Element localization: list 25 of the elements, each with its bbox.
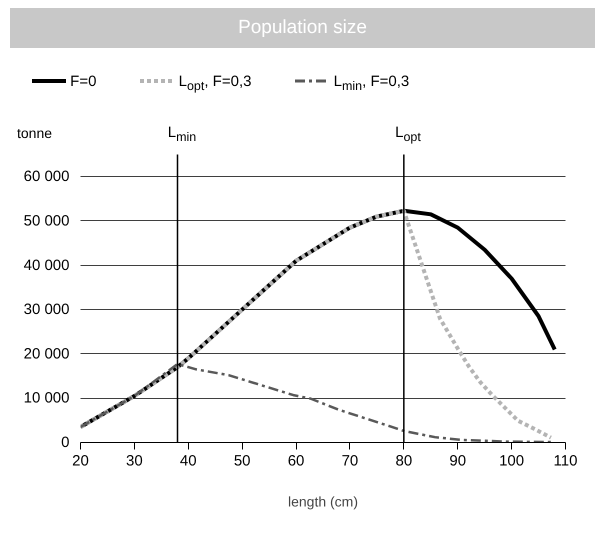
y-tick-label: 30 000	[24, 301, 70, 318]
y-tick-label: 50 000	[24, 212, 70, 230]
x-tick-label: 30	[126, 452, 143, 470]
x-tick-label: 90	[449, 452, 466, 470]
x-tick-label: 70	[342, 452, 358, 470]
ref-line-label: L$_{min}$	[168, 123, 196, 146]
legend-label: F=0	[69, 72, 96, 92]
x-tick-label: 60	[288, 452, 304, 470]
y-tick-label: 20 000	[24, 345, 70, 362]
y-tick-label: 10 000	[24, 390, 70, 407]
line-series	[80, 362, 552, 442]
x-tick-label: 20	[72, 452, 89, 470]
y-tick-label: 0	[61, 434, 70, 451]
x-tick-label: 80	[395, 452, 412, 470]
ref-line-label: L$_{opt}$	[395, 123, 421, 146]
x-tick-label: 110	[554, 452, 578, 470]
x-tick-label: 40	[180, 452, 197, 470]
x-axis-title: length (cm)	[288, 494, 358, 510]
legend-label: L$_{min}$, F=0,3	[332, 72, 410, 95]
legend-label: L$_{opt}$, F=0,3	[178, 72, 252, 95]
y-axis-title: tonne	[17, 124, 52, 143]
x-tick-label: 100	[499, 452, 524, 470]
x-tick-label: 50	[234, 452, 251, 470]
y-tick-label: 40 000	[24, 256, 70, 274]
y-tick-label: 60 000	[24, 168, 70, 186]
